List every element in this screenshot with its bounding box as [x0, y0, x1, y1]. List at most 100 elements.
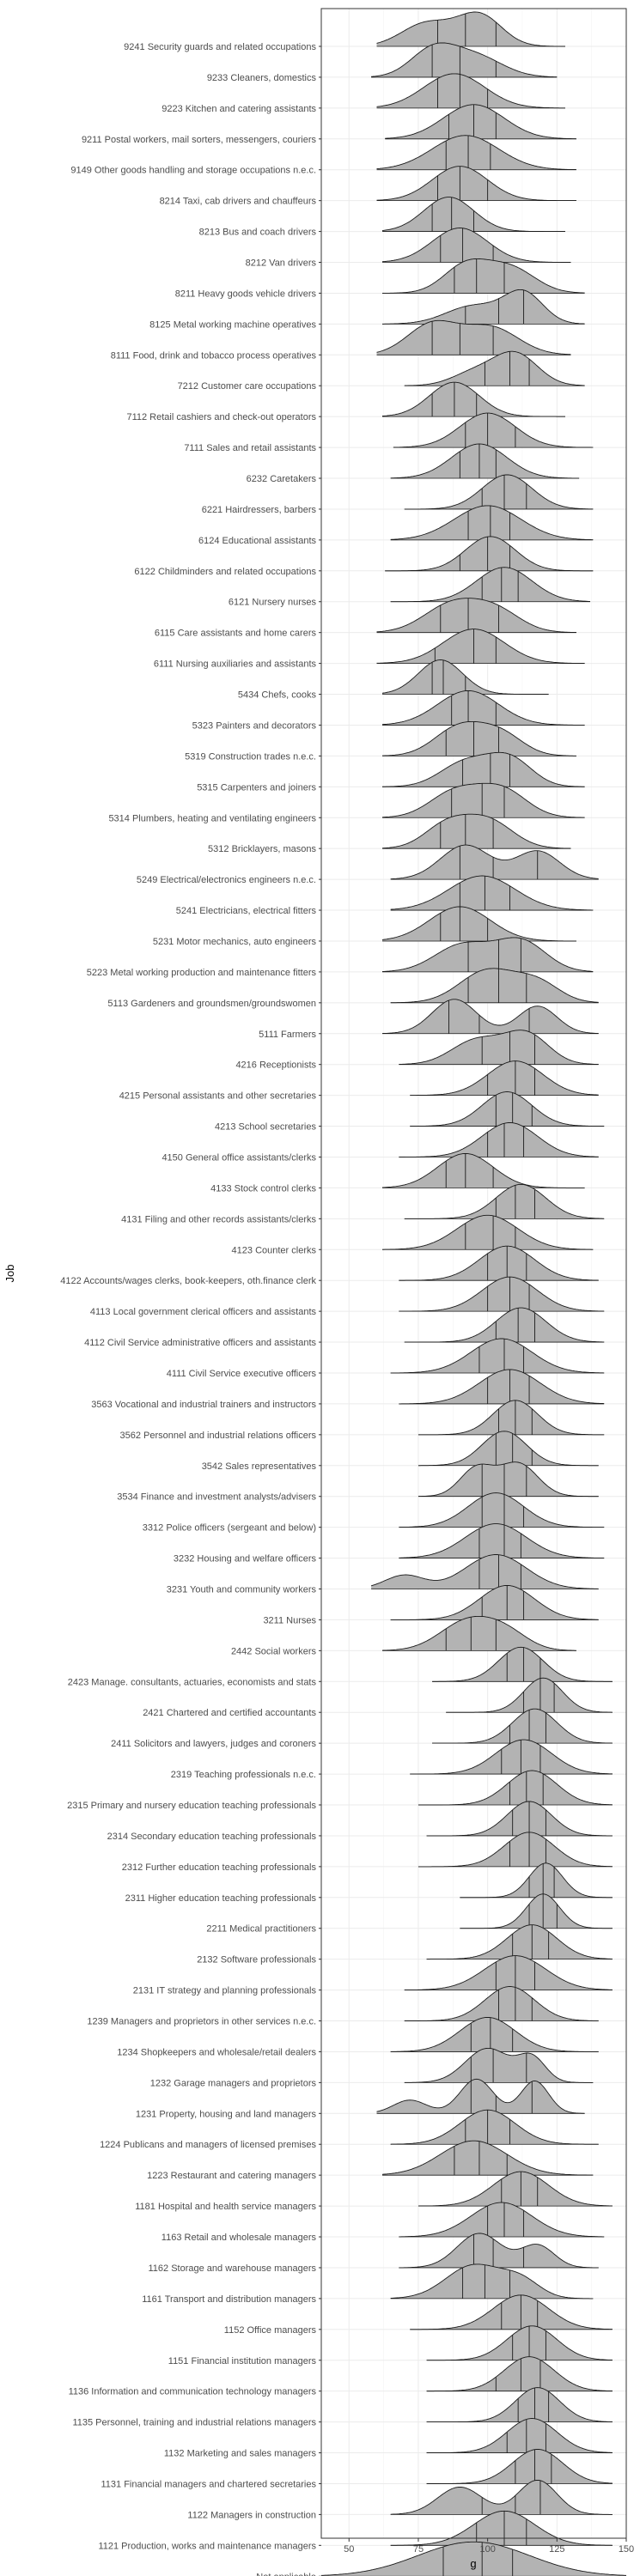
- density-fill: [390, 444, 580, 478]
- density-fill: [399, 1369, 605, 1404]
- ridge-63: [404, 1955, 613, 1990]
- density-fill: [321, 2542, 626, 2576]
- density-outline: [404, 1955, 613, 1990]
- y-tick-label: 2411 Solicitors and lawyers, judges and …: [111, 1739, 316, 1749]
- density-outline: [390, 875, 594, 911]
- density-outline: [376, 2078, 585, 2114]
- density-outline: [399, 1276, 605, 1312]
- density-outline: [426, 2325, 613, 2361]
- density-outline: [390, 443, 580, 479]
- density-outline: [376, 135, 576, 171]
- density-outline: [399, 1523, 605, 1558]
- density-fill: [390, 2017, 599, 2052]
- density-fill: [404, 1184, 605, 1219]
- y-tick-label: 9223 Kitchen and catering assistants: [162, 104, 316, 114]
- density-outline: [410, 2294, 613, 2330]
- y-tick-label: 1151 Financial institution managers: [168, 2356, 317, 2366]
- y-tick-label: 1122 Managers in construction: [187, 2510, 316, 2520]
- ridge-41: [399, 1276, 605, 1312]
- y-tick-label: 4133 Stock control clerks: [210, 1183, 316, 1194]
- density-fill: [399, 2202, 605, 2237]
- y-tick-label: 5315 Carpenters and joiners: [197, 782, 316, 793]
- density-outline: [404, 1183, 605, 1219]
- y-tick-label: 1223 Restaurant and catering managers: [147, 2171, 316, 2181]
- ridge-14: [390, 443, 580, 479]
- ridge-13: [393, 412, 594, 448]
- y-tick-label: 8214 Taxi, cab drivers and chauffeurs: [160, 197, 317, 207]
- y-tick-label: 5231 Motor mechanics, auto engineers: [153, 937, 317, 947]
- density-fill: [390, 567, 590, 602]
- y-tick-label: 5312 Bricklayers, masons: [208, 844, 316, 854]
- density-fill: [376, 2079, 585, 2114]
- density-outline: [418, 1832, 613, 1868]
- ridge-57: [418, 1770, 613, 1806]
- y-tick-label: 1121 Production, works and maintenance m…: [98, 2541, 316, 2551]
- ridge-20: [376, 629, 585, 664]
- density-outline: [382, 1214, 594, 1250]
- y-tick-label: 8111 Food, drink and tobacco process ope…: [111, 350, 317, 361]
- ridge-71: [399, 2202, 605, 2238]
- y-tick-label: 2211 Medical practitioners: [206, 1924, 316, 1935]
- y-tick-label: 5223 Metal working production and mainte…: [87, 968, 317, 978]
- y-tick-label: 2315 Primary and nursery education teach…: [67, 1801, 316, 1811]
- y-tick-label: 3562 Personnel and industrial relations …: [120, 1431, 317, 1441]
- density-outline: [321, 2541, 626, 2576]
- y-tick-label: 6121 Nursery nurses: [229, 598, 317, 608]
- ridge-32: [381, 999, 599, 1035]
- ridge-82: [321, 2541, 626, 2576]
- density-outline: [381, 813, 571, 849]
- density-outline: [385, 536, 594, 572]
- density-outline: [432, 1646, 613, 1682]
- density-fill: [382, 1215, 594, 1250]
- y-tick-label: 2312 Further education teaching professi…: [122, 1862, 317, 1873]
- density-fill: [460, 1893, 613, 1929]
- ridge-56: [410, 1739, 613, 1775]
- y-tick-label: 7112 Retail cashiers and check-out opera…: [126, 412, 316, 422]
- ridge-73: [390, 2263, 594, 2300]
- density-outline: [390, 2479, 613, 2515]
- ridge-8: [382, 258, 585, 294]
- density-outline: [381, 228, 571, 263]
- y-tick-label: 5113 Gardeners and groundsmen/groundswom…: [107, 999, 316, 1009]
- density-outline: [426, 2449, 613, 2484]
- density-fill: [426, 1924, 613, 1959]
- density-fill: [410, 1091, 605, 1127]
- density-outline: [426, 2387, 613, 2423]
- density-fill: [404, 2048, 594, 2083]
- density-outline: [376, 11, 565, 47]
- y-tick-label: 4122 Accounts/wages clerks, book-keepers…: [60, 1276, 316, 1286]
- density-outline: [399, 1245, 599, 1281]
- density-fill: [418, 2172, 613, 2207]
- density-outline: [404, 350, 585, 386]
- x-tick-label: 150: [619, 2544, 634, 2555]
- density-fill: [418, 1431, 599, 1466]
- y-tick-label: 7111 Sales and retail assistants: [184, 443, 316, 453]
- density-fill: [399, 2233, 599, 2268]
- density-outline: [385, 104, 576, 140]
- y-tick-label: 8211 Heavy goods vehicle drivers: [175, 289, 317, 299]
- density-outline: [390, 1338, 605, 1374]
- density-outline: [410, 1091, 605, 1127]
- ridge-38: [404, 1183, 605, 1219]
- ridge-6: [381, 197, 565, 233]
- density-outline: [390, 1584, 599, 1620]
- ridge-10: [376, 319, 571, 355]
- density-fill: [404, 1308, 605, 1343]
- density-outline: [393, 412, 594, 448]
- density-fill: [404, 475, 594, 509]
- y-tick-label: 5323 Painters and decorators: [192, 720, 317, 731]
- density-fill: [410, 1060, 599, 1096]
- density-outline: [404, 1307, 605, 1343]
- density-outline: [390, 968, 599, 1004]
- density-fill: [418, 1832, 613, 1867]
- ridge-54: [446, 1677, 613, 1713]
- y-tick-label: 2319 Teaching professionals n.e.c.: [171, 1770, 316, 1780]
- density-outline: [376, 598, 576, 633]
- density-outline: [410, 1739, 613, 1775]
- density-fill: [399, 1122, 599, 1157]
- y-tick-label: 1152 Office managers: [224, 2325, 317, 2336]
- density-fill: [371, 42, 558, 77]
- y-tick-label: 6232 Caretakers: [247, 474, 317, 484]
- y-tick-label: 1131 Financial managers and chartered se…: [101, 2479, 317, 2489]
- y-tick-label: Not applicable: [256, 2572, 316, 2576]
